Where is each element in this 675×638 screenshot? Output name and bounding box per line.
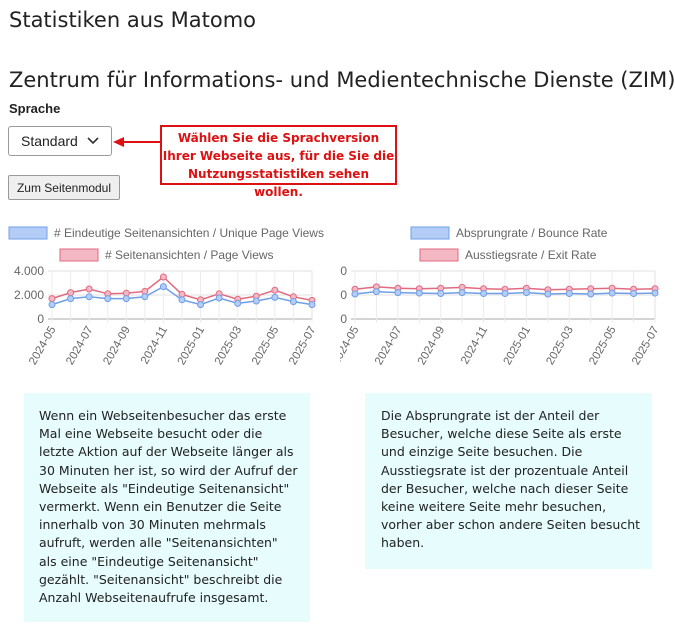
legend-label: Absprungrate / Bounce Rate (456, 226, 608, 240)
page-views-chart: # Eindeutige Seitenansichten / Unique Pa… (8, 226, 324, 368)
x-tick-label: 2024-11 (139, 325, 170, 367)
data-point (565, 290, 573, 298)
y-tick-label: 0 (340, 312, 347, 326)
data-point (197, 301, 205, 309)
data-point (85, 285, 93, 293)
data-point (608, 289, 616, 297)
data-point (480, 290, 488, 298)
data-point (104, 295, 112, 303)
data-point (415, 289, 423, 297)
data-point (67, 295, 75, 303)
x-tick-label: 2024-07 (64, 325, 96, 368)
data-point (271, 293, 279, 301)
x-tick-label: 2024-09 (101, 325, 133, 368)
x-tick-label: 2024-05 (27, 325, 59, 368)
language-hint-callout: Wählen Sie die Sprachversion Ihrer Webse… (160, 125, 397, 199)
x-tick-label: 2025-07 (630, 325, 662, 368)
language-label: Sprache (9, 101, 61, 116)
data-point (48, 295, 56, 303)
legend-swatch (8, 226, 48, 240)
legend-swatch (59, 248, 99, 262)
data-point (141, 293, 149, 301)
data-point (122, 295, 130, 303)
y-tick-label: 0 (37, 312, 44, 326)
y-tick-label: 2.000 (14, 288, 44, 302)
data-point (587, 290, 595, 298)
chevron-down-icon (87, 133, 99, 152)
x-tick-label: 2024-07 (373, 325, 405, 368)
x-tick-label: 2025-05 (250, 325, 282, 368)
data-point (544, 290, 552, 298)
data-point (630, 290, 638, 298)
legend-label: # Eindeutige Seitenansichten / Unique Pa… (54, 226, 324, 240)
x-tick-label: 2025-01 (176, 325, 208, 368)
data-point (178, 296, 186, 304)
x-tick-label: 2024-05 (340, 325, 362, 368)
data-point (308, 301, 316, 309)
y-tick-label: 4.000 (14, 264, 44, 278)
language-select-value: Standard (21, 133, 78, 149)
module-button[interactable]: Zum Seitenmodul (8, 175, 120, 200)
language-select[interactable]: Standard (8, 126, 112, 156)
x-tick-label: 2025-01 (502, 325, 534, 368)
data-point (159, 273, 167, 281)
data-point (271, 286, 279, 294)
data-point (252, 297, 260, 305)
x-tick-label: 2025-03 (213, 325, 245, 368)
data-point (458, 289, 466, 297)
data-point (234, 299, 242, 307)
data-point (289, 298, 297, 306)
page-views-info: Wenn ein Webseitenbesucher das erste Mal… (24, 393, 310, 622)
x-tick-label: 2025-03 (544, 325, 576, 368)
organization-heading: Zentrum für Informations- und Medientech… (9, 68, 675, 92)
x-tick-label: 2025-07 (287, 325, 319, 368)
data-point (67, 289, 75, 297)
x-tick-label: 2024-09 (416, 325, 448, 368)
x-tick-label: 2024-11 (459, 325, 490, 367)
data-point (394, 289, 402, 297)
data-point (85, 293, 93, 301)
data-point (501, 290, 509, 298)
x-tick-label: 2025-05 (587, 325, 619, 368)
legend-label: Ausstiegsrate / Exit Rate (465, 248, 597, 262)
data-point (48, 301, 56, 309)
page-title: Statistiken aus Matomo (9, 8, 256, 32)
legend-swatch (410, 226, 450, 240)
data-point (522, 289, 530, 297)
data-point (159, 283, 167, 291)
legend-swatch (419, 248, 459, 262)
data-point (351, 290, 359, 298)
data-point (215, 294, 223, 302)
data-point (437, 290, 445, 298)
callout-arrow (113, 137, 160, 147)
y-tick-label: 50 (340, 288, 347, 302)
legend-label: # Seitenansichten / Page Views (105, 248, 274, 262)
data-point (651, 289, 659, 297)
y-tick-label: 100 (340, 264, 347, 278)
data-point (372, 288, 380, 296)
rates-chart: Absprungrate / Bounce Rate Ausstiegsrate … (340, 226, 662, 368)
rates-info: Die Absprungrate ist der Anteil der Besu… (365, 393, 652, 569)
